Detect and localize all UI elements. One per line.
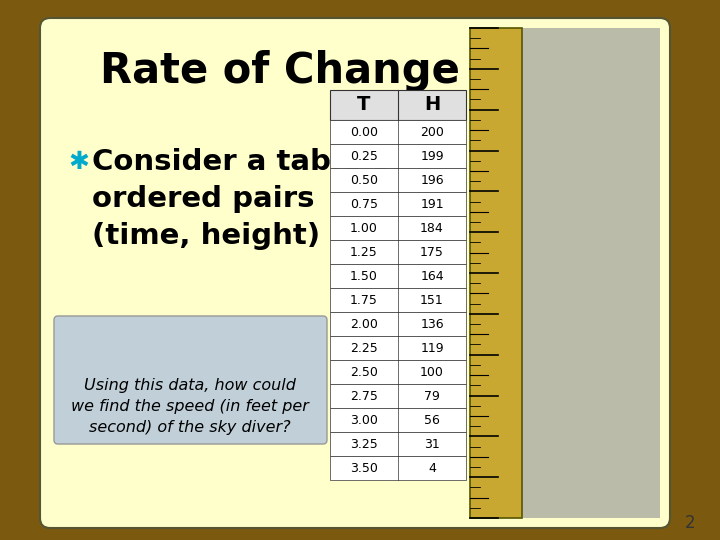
Text: T: T: [357, 96, 371, 114]
Text: 3.50: 3.50: [350, 462, 378, 475]
Bar: [330, 192, 466, 216]
Text: (time, height): (time, height): [92, 222, 320, 250]
Bar: [330, 408, 466, 432]
Bar: [330, 264, 466, 288]
Bar: [330, 240, 466, 264]
Text: ✱: ✱: [68, 150, 89, 174]
Text: 184: 184: [420, 221, 444, 234]
Bar: [330, 168, 466, 192]
FancyBboxPatch shape: [40, 18, 670, 528]
Text: H: H: [424, 96, 440, 114]
Bar: [330, 432, 466, 456]
Text: 119: 119: [420, 341, 444, 354]
Text: 136: 136: [420, 318, 444, 330]
Text: 2.25: 2.25: [350, 341, 378, 354]
Text: 0.50: 0.50: [350, 173, 378, 186]
Text: 200: 200: [420, 125, 444, 138]
Text: 1.25: 1.25: [350, 246, 378, 259]
Text: 4: 4: [428, 462, 436, 475]
Text: 2: 2: [685, 514, 695, 532]
Text: 151: 151: [420, 294, 444, 307]
Text: 3.25: 3.25: [350, 437, 378, 450]
Bar: [330, 456, 466, 480]
Text: Consider a table of: Consider a table of: [92, 148, 403, 176]
Bar: [330, 90, 466, 120]
Text: 0.75: 0.75: [350, 198, 378, 211]
Text: 2.00: 2.00: [350, 318, 378, 330]
Text: 1.00: 1.00: [350, 221, 378, 234]
Text: ordered pairs: ordered pairs: [92, 185, 315, 213]
Text: 175: 175: [420, 246, 444, 259]
Bar: [330, 336, 466, 360]
Text: 191: 191: [420, 198, 444, 211]
Bar: [330, 288, 466, 312]
Text: Rate of Change: Rate of Change: [100, 50, 460, 92]
Text: Using this data, how could
we find the speed (in feet per
second) of the sky div: Using this data, how could we find the s…: [71, 378, 309, 435]
Bar: [330, 312, 466, 336]
Bar: [522, 28, 660, 518]
Text: 0.25: 0.25: [350, 150, 378, 163]
Text: 1.50: 1.50: [350, 269, 378, 282]
Bar: [470, 28, 522, 518]
Text: 79: 79: [424, 389, 440, 402]
Text: 199: 199: [420, 150, 444, 163]
Text: 196: 196: [420, 173, 444, 186]
Text: 3.00: 3.00: [350, 414, 378, 427]
Bar: [330, 216, 466, 240]
Bar: [330, 384, 466, 408]
Bar: [330, 144, 466, 168]
Text: 0.00: 0.00: [350, 125, 378, 138]
Bar: [330, 360, 466, 384]
Text: 164: 164: [420, 269, 444, 282]
FancyBboxPatch shape: [54, 316, 327, 444]
Text: 2.75: 2.75: [350, 389, 378, 402]
Text: 31: 31: [424, 437, 440, 450]
Text: 1.75: 1.75: [350, 294, 378, 307]
Bar: [330, 120, 466, 144]
Text: 2.50: 2.50: [350, 366, 378, 379]
Text: 56: 56: [424, 414, 440, 427]
Text: 100: 100: [420, 366, 444, 379]
